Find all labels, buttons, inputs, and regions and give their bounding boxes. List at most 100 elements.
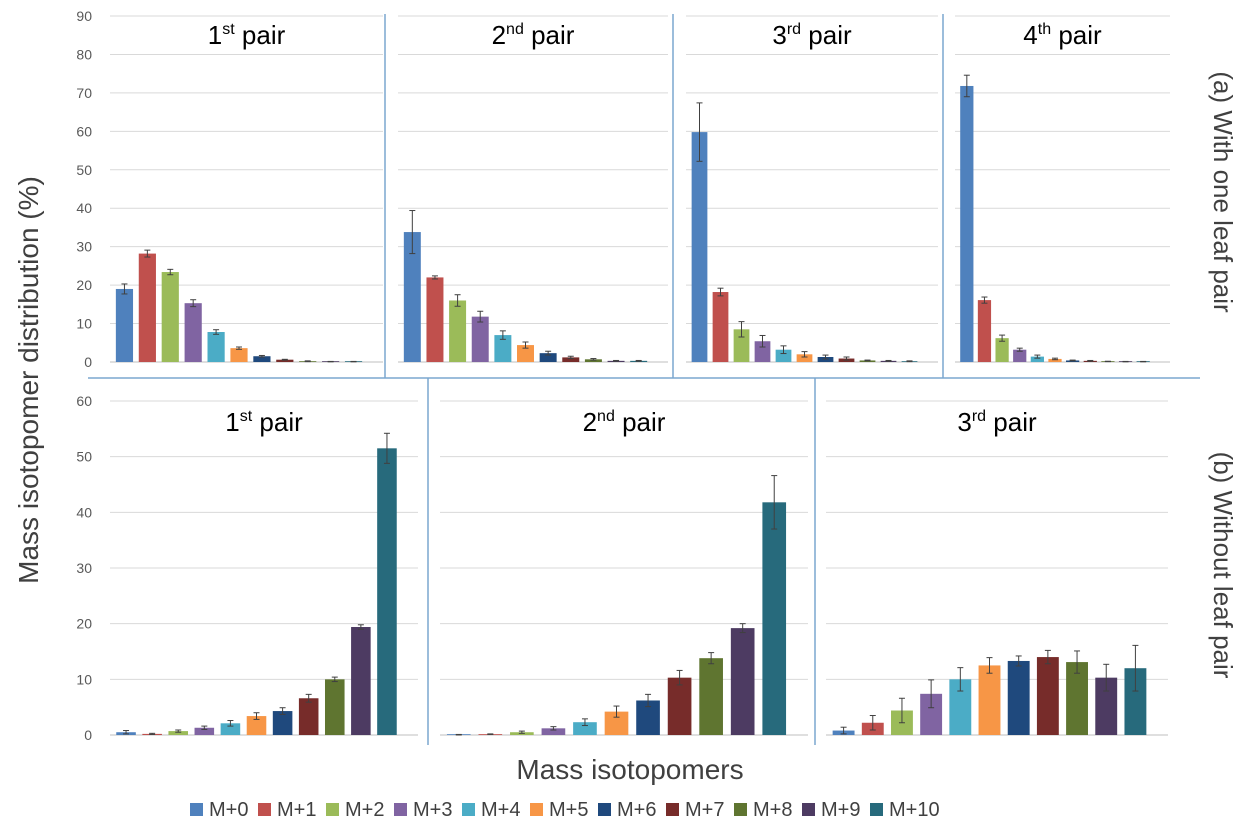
legend-swatch [870, 803, 883, 816]
bar [712, 292, 729, 362]
bar [796, 354, 813, 362]
y-axis-label: Mass isotopomer distribution (%) [13, 176, 44, 584]
panel-title: 1st pair [225, 407, 303, 437]
legend-label: M+8 [753, 799, 792, 821]
panel-title: 2nd pair [583, 407, 666, 437]
legend-label: M+6 [617, 799, 656, 821]
bar [168, 731, 189, 735]
bar [541, 728, 566, 735]
legend-label: M+2 [345, 799, 384, 821]
bar [194, 727, 215, 735]
bar [562, 357, 580, 362]
bar [1124, 668, 1147, 735]
row-label-b: (b) Without leaf pair [1208, 452, 1235, 679]
panel-titles: 1st pair 2nd pair 3rd pair 4th pair 1st pair… [208, 20, 1102, 437]
legend-swatch [462, 803, 475, 816]
bar [403, 232, 421, 362]
bar [161, 272, 179, 362]
bar [272, 711, 293, 735]
y-tick-label: 10 [76, 671, 92, 687]
bar [220, 723, 241, 735]
bars [115, 74, 1150, 736]
legend: M+0 M+1 M+2 M+3 M+4 M+5 M+6 M+7 M+8 M+9 M+10 [190, 799, 940, 821]
legend-swatch [598, 803, 611, 816]
bar [471, 316, 489, 362]
y-tick-label: 30 [76, 239, 92, 255]
y-tick-label: 20 [76, 277, 92, 293]
legend-swatch [190, 803, 203, 816]
legend-swatch [530, 803, 543, 816]
bar [517, 345, 534, 362]
y-tick-label: 60 [76, 393, 92, 409]
y-tick-label: 90 [76, 8, 92, 24]
bar [699, 658, 723, 735]
bar [351, 627, 371, 735]
bar [377, 448, 397, 735]
bar [995, 338, 1009, 362]
bar [762, 502, 787, 735]
y-tick-label: 10 [76, 316, 92, 332]
bar [604, 711, 629, 735]
y-tick-label: 70 [76, 85, 92, 101]
x-axis-label: Mass isotopomers [516, 754, 743, 785]
legend-swatch [258, 803, 271, 816]
bar [636, 700, 660, 735]
legend-label: M+3 [413, 799, 452, 821]
bar [754, 341, 771, 362]
y-tick-label: 50 [76, 162, 92, 178]
legend-swatch [734, 803, 747, 816]
panel-title: 4th pair [1023, 20, 1102, 50]
bar [138, 253, 156, 362]
bar [977, 300, 992, 362]
bar [949, 679, 972, 735]
panel-title: 3rd pair [957, 407, 1037, 437]
bar [253, 356, 271, 362]
bar [324, 679, 345, 735]
panel-title: 1st pair [208, 20, 286, 50]
bar [115, 288, 134, 362]
y-tick-label: 0 [84, 727, 92, 743]
bar [539, 353, 557, 362]
bar [1013, 349, 1027, 362]
bar [730, 628, 755, 735]
bar [691, 132, 708, 362]
bar [298, 698, 319, 735]
bar [775, 349, 792, 362]
bar [1036, 657, 1059, 735]
legend-label: M+5 [549, 799, 588, 821]
bar [584, 359, 602, 362]
legend-swatch [394, 803, 407, 816]
legend-swatch [326, 803, 339, 816]
bar [184, 303, 202, 362]
bar [1066, 662, 1088, 735]
bar [1095, 677, 1118, 735]
y-tick-label: 80 [76, 46, 92, 62]
bar [426, 277, 444, 362]
y-tick-label: 0 [84, 354, 92, 370]
bar [978, 665, 1001, 735]
y-tick-label: 40 [76, 200, 92, 216]
panel-dividers [88, 14, 1200, 745]
bar [1007, 660, 1030, 735]
legend-swatch [802, 803, 815, 816]
legend-label: M+10 [889, 799, 940, 821]
legend-label: M+0 [209, 799, 248, 821]
bar [667, 677, 692, 735]
axes: 0 10 20 30 40 50 60 70 80 90 0 10 20 30 40 50 60 [76, 8, 1170, 743]
y-tick-label: 30 [76, 560, 92, 576]
bar [817, 357, 834, 362]
legend-swatch [666, 803, 679, 816]
y-tick-label: 50 [76, 449, 92, 465]
panel-title: 2nd pair [492, 20, 575, 50]
legend-label: M+9 [821, 799, 860, 821]
legend-label: M+1 [277, 799, 316, 821]
legend-label: M+7 [685, 799, 724, 821]
bar [573, 722, 597, 735]
bar [1048, 358, 1062, 362]
row-label-a: (a) With one leaf pair [1208, 71, 1235, 313]
y-tick-label: 40 [76, 504, 92, 520]
y-tick-label: 60 [76, 123, 92, 139]
bar [1030, 356, 1044, 362]
bar [449, 300, 467, 362]
